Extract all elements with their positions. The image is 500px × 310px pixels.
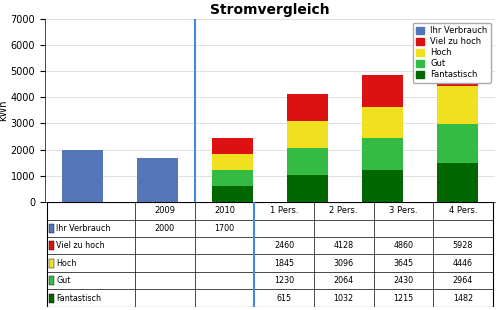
Text: 2000: 2000: [155, 224, 175, 233]
Y-axis label: kWh: kWh: [0, 100, 8, 121]
Text: 4 Pers.: 4 Pers.: [448, 206, 477, 215]
Text: 2964: 2964: [453, 276, 473, 285]
Bar: [362, 107, 403, 138]
Text: 5928: 5928: [452, 241, 473, 250]
Text: 3 Pers.: 3 Pers.: [389, 206, 418, 215]
Bar: [362, 138, 403, 170]
Bar: [137, 157, 178, 202]
Text: 4446: 4446: [453, 259, 473, 268]
Text: 2460: 2460: [274, 241, 294, 250]
Text: 4860: 4860: [394, 241, 413, 250]
Bar: [437, 124, 478, 163]
Bar: [49, 294, 54, 303]
Bar: [49, 259, 54, 268]
Bar: [287, 94, 328, 121]
Text: 1700: 1700: [214, 224, 234, 233]
Text: 1482: 1482: [453, 294, 473, 303]
Bar: [212, 170, 253, 186]
Text: 1032: 1032: [334, 294, 354, 303]
Text: 3096: 3096: [334, 259, 354, 268]
Bar: [212, 138, 253, 154]
Title: Stromvergleich: Stromvergleich: [210, 3, 330, 17]
Text: 2430: 2430: [393, 276, 413, 285]
Text: Viel zu hoch: Viel zu hoch: [56, 241, 105, 250]
Bar: [212, 186, 253, 202]
Text: 615: 615: [276, 294, 291, 303]
Bar: [437, 47, 478, 86]
Bar: [62, 150, 103, 202]
Text: 1 Pers.: 1 Pers.: [270, 206, 298, 215]
Text: Hoch: Hoch: [56, 259, 76, 268]
Bar: [287, 175, 328, 202]
Text: 2009: 2009: [154, 206, 176, 215]
Bar: [287, 121, 328, 148]
Bar: [362, 170, 403, 202]
Bar: [437, 163, 478, 202]
Bar: [287, 148, 328, 175]
Text: 4128: 4128: [334, 241, 354, 250]
Text: 2010: 2010: [214, 206, 235, 215]
Text: 1845: 1845: [274, 259, 294, 268]
Text: 1230: 1230: [274, 276, 294, 285]
Text: Fantastisch: Fantastisch: [56, 294, 101, 303]
Text: Gut: Gut: [56, 276, 70, 285]
Bar: [49, 241, 54, 250]
Text: 3645: 3645: [393, 259, 413, 268]
Bar: [49, 224, 54, 232]
Bar: [212, 154, 253, 170]
Bar: [437, 86, 478, 124]
Legend: Ihr Verbrauch, Viel zu hoch, Hoch, Gut, Fantastisch: Ihr Verbrauch, Viel zu hoch, Hoch, Gut, …: [413, 23, 491, 83]
Text: Ihr Verbrauch: Ihr Verbrauch: [56, 224, 110, 233]
Text: 1215: 1215: [393, 294, 413, 303]
Bar: [362, 75, 403, 107]
Text: 2064: 2064: [334, 276, 354, 285]
Text: 2 Pers.: 2 Pers.: [330, 206, 358, 215]
Bar: [49, 276, 54, 285]
